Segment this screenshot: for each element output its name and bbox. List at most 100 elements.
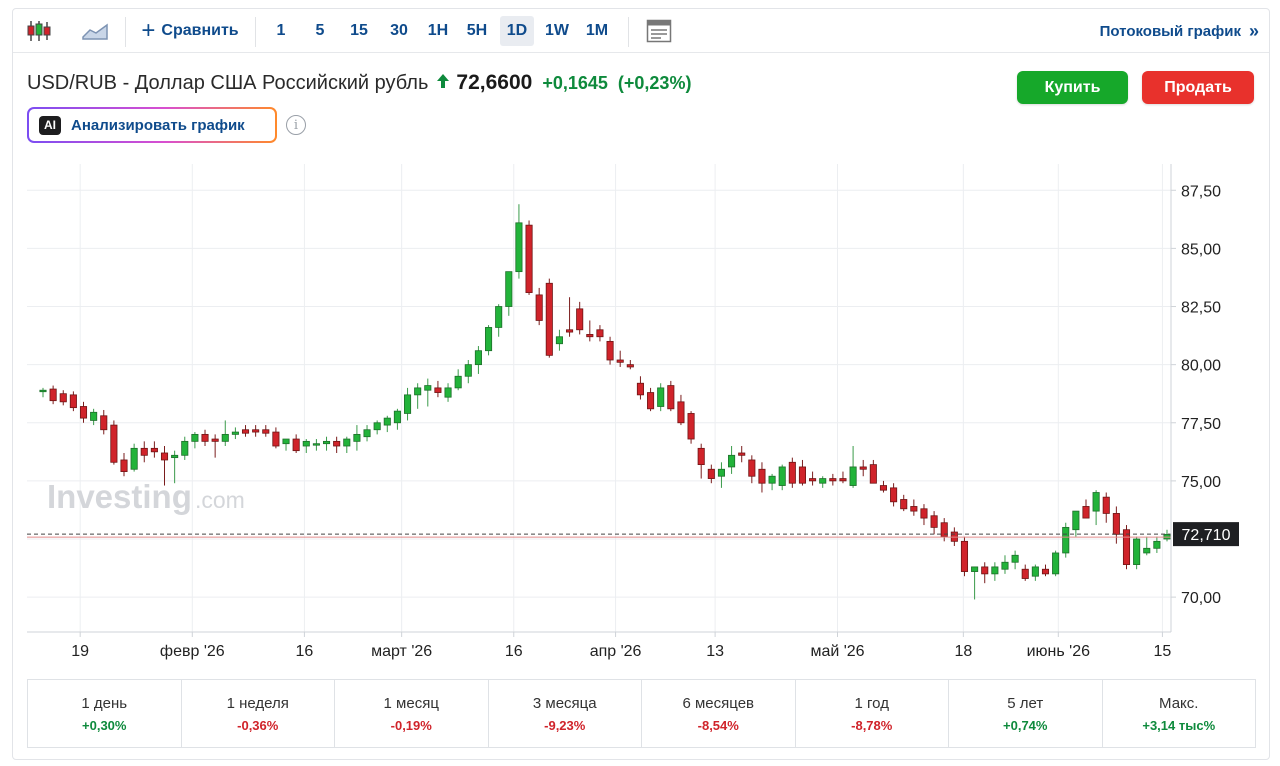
period-1-day[interactable]: 1 день +0,30% [28, 680, 182, 747]
candle-body [495, 306, 503, 328]
candle-body [150, 447, 158, 453]
x-tick-label: апр '26 [590, 643, 642, 660]
candle-body [211, 438, 219, 442]
instrument-name: USD/RUB - Доллар США Российский рубль [27, 71, 429, 94]
plus-icon: + [141, 17, 156, 44]
candle-body [1122, 529, 1131, 565]
toolbar-divider [255, 17, 256, 47]
candle-body [566, 329, 574, 333]
last-price: 72,6600 [456, 71, 533, 94]
candles-layer [39, 204, 1171, 600]
candle-body [79, 406, 88, 419]
y-tick-label: 82,50 [1181, 300, 1221, 317]
candle-body [424, 385, 432, 391]
candle-body [292, 438, 300, 452]
interval-15[interactable]: 15 [350, 22, 368, 39]
double-chevron-right-icon: » [1248, 20, 1259, 41]
candle-body [687, 413, 695, 440]
chart-widget: + Сравнить 1 5 15 30 1H 5H 1D 1W 1M Пото… [12, 8, 1270, 760]
candle-body [829, 478, 837, 482]
y-tick-label: 87,50 [1181, 183, 1221, 200]
period-max[interactable]: Макс. +3,14 тыс% [1103, 680, 1256, 747]
candle-body [474, 350, 482, 366]
period-5-years[interactable]: 5 лет +0,74% [949, 680, 1103, 747]
buy-button[interactable]: Купить [1017, 71, 1128, 104]
candle-body [910, 506, 918, 512]
interval-5[interactable]: 5 [315, 22, 325, 39]
candle-body [778, 466, 786, 486]
x-tick-label: март '26 [371, 643, 432, 660]
candle-body [140, 447, 148, 456]
current-price-line: 72,710 [27, 522, 1239, 547]
candle-body [39, 389, 47, 393]
y-tick-label: 77,50 [1181, 416, 1221, 433]
compare-button[interactable]: + Сравнить [135, 9, 245, 53]
y-tick-label: 70,00 [1181, 590, 1221, 607]
price-change: +0,1645 [542, 72, 608, 93]
x-tick-label: 15 [1154, 643, 1172, 660]
candle-body [515, 222, 523, 273]
x-axis: 19 февр '26 16 март '26 16 апр '26 13 май '26 18… [27, 631, 1172, 660]
instrument-header: USD/RUB - Доллар США Российский рубль 72… [27, 69, 691, 97]
candle-body [343, 438, 351, 447]
candle-body [322, 440, 331, 445]
candle-body [849, 466, 857, 486]
period-6-months[interactable]: 6 месяцев -8,54% [642, 680, 796, 747]
candle-body [181, 440, 189, 456]
candle-body [596, 329, 604, 338]
candle-body [59, 393, 67, 403]
candlestick-type-icon[interactable] [21, 9, 57, 53]
candle-body [1143, 547, 1151, 554]
info-icon[interactable]: i [286, 115, 306, 135]
period-change: -0,36% [237, 717, 279, 733]
period-3-months[interactable]: 3 месяца -9,23% [489, 680, 642, 747]
candle-body [667, 385, 675, 410]
candle-body [383, 417, 391, 426]
candle-body [586, 334, 594, 338]
candle-body [262, 429, 270, 434]
candle-body [444, 387, 452, 398]
interval-5h[interactable]: 5H [466, 22, 488, 39]
streaming-chart-link[interactable]: Потоковый график » [1100, 9, 1259, 53]
candle-body [606, 340, 614, 361]
candle-body [981, 566, 989, 575]
candle-body [1112, 513, 1120, 535]
layout-settings-icon[interactable] [641, 9, 677, 53]
current-price-label: 72,710 [1182, 527, 1231, 544]
candle-body [434, 387, 442, 393]
candle-body [819, 478, 827, 484]
candle-body [930, 515, 938, 528]
candle-body [201, 433, 209, 442]
candle-body [768, 475, 776, 484]
x-tick-label: 19 [71, 643, 89, 660]
period-1-month[interactable]: 1 месяц -0,19% [335, 680, 489, 747]
candle-body [809, 478, 817, 482]
analyze-chart-button[interactable]: AI Анализировать график [27, 107, 277, 143]
period-label: 1 год [854, 694, 889, 712]
area-chart-type-icon[interactable] [77, 9, 113, 53]
interval-1m[interactable]: 1M [585, 22, 609, 39]
interval-1[interactable]: 1 [276, 22, 286, 39]
chart-toolbar: + Сравнить 1 5 15 30 1H 5H 1D 1W 1M Пото… [13, 9, 1269, 53]
interval-1h[interactable]: 1H [427, 22, 449, 39]
candle-body [738, 452, 746, 456]
sell-button[interactable]: Продать [1142, 71, 1254, 104]
candle-body [707, 468, 715, 479]
interval-1w[interactable]: 1W [545, 22, 569, 39]
candle-body [120, 459, 128, 472]
candle-body [241, 429, 250, 434]
period-1-week[interactable]: 1 неделя -0,36% [182, 680, 335, 747]
period-1-year[interactable]: 1 год -8,78% [796, 680, 949, 747]
period-change: -8,78% [851, 717, 893, 733]
candle-body [900, 499, 908, 510]
candle-body [160, 452, 169, 461]
interval-1d[interactable]: 1D [506, 22, 528, 39]
investing-watermark: Investing [47, 478, 192, 515]
candle-body [1011, 554, 1019, 563]
x-tick-label: 16 [296, 643, 314, 660]
interval-30[interactable]: 30 [390, 22, 408, 39]
candle-body [555, 336, 563, 345]
price-chart[interactable]: Investing .com 72,710 87,50 85,00 82,50 80,… [27, 164, 1257, 674]
period-label: 1 день [81, 694, 128, 712]
candle-body [404, 394, 412, 414]
